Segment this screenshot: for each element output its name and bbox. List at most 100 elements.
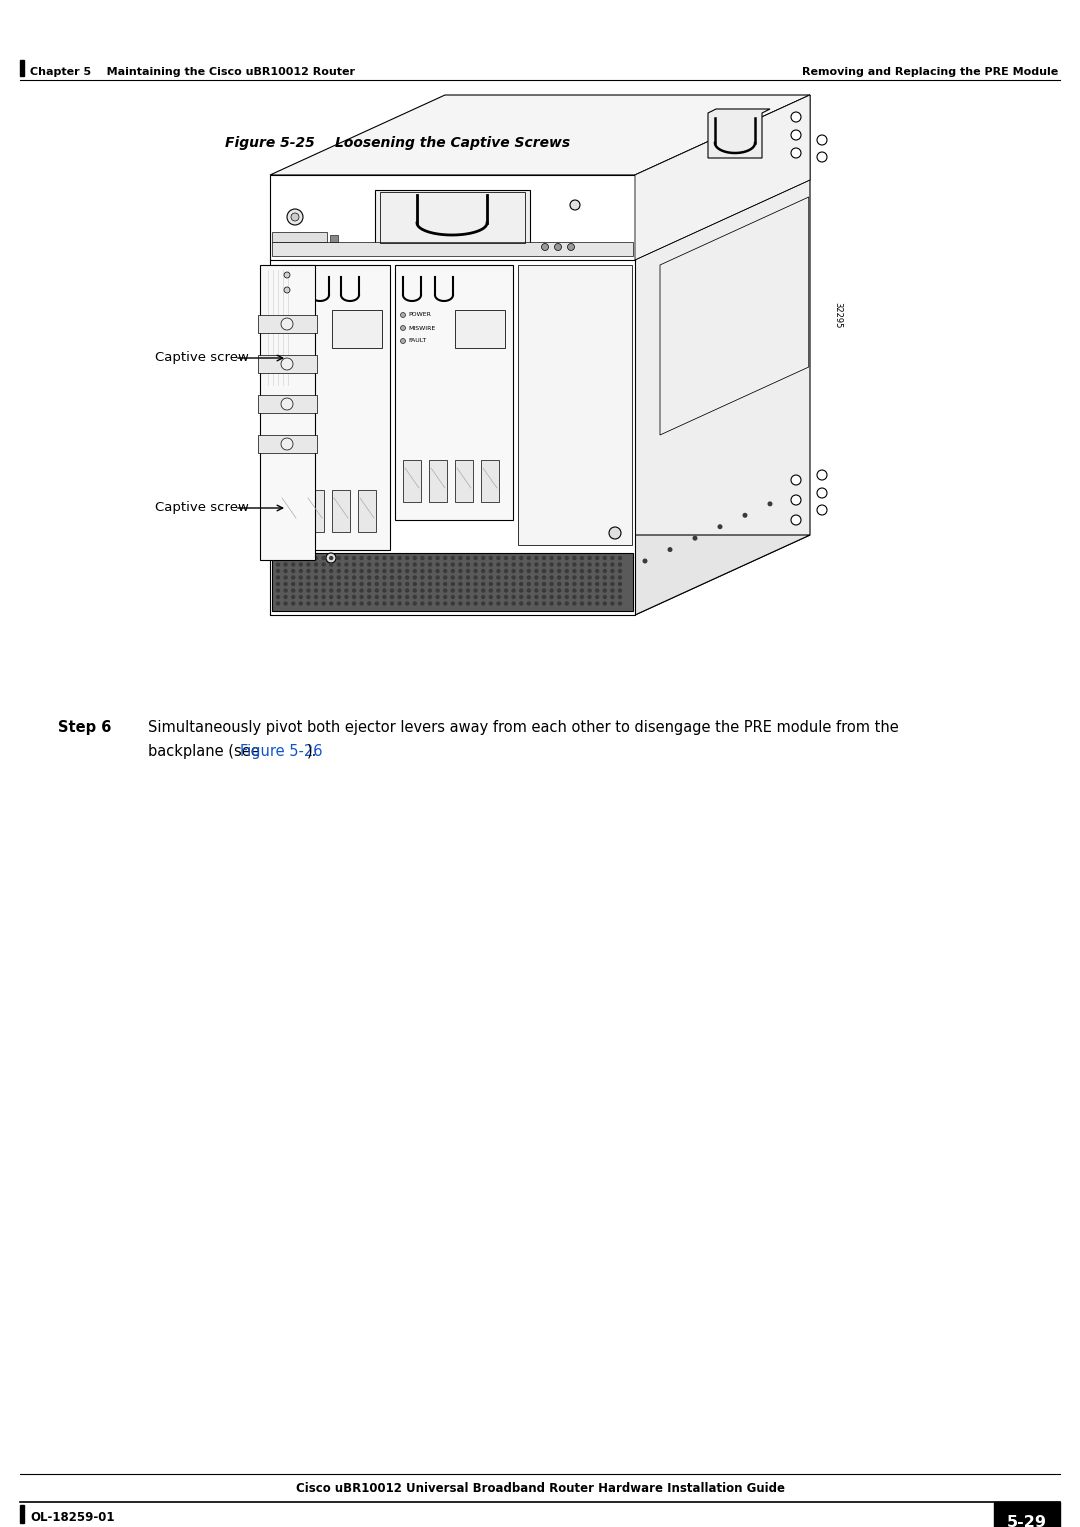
Circle shape bbox=[527, 576, 531, 580]
Circle shape bbox=[382, 576, 387, 580]
Circle shape bbox=[397, 602, 402, 606]
Circle shape bbox=[298, 576, 303, 580]
Circle shape bbox=[816, 470, 827, 479]
Bar bbox=[455, 460, 473, 502]
Circle shape bbox=[496, 588, 501, 592]
Circle shape bbox=[283, 582, 287, 586]
Circle shape bbox=[580, 596, 584, 599]
Circle shape bbox=[588, 568, 592, 573]
Circle shape bbox=[565, 596, 569, 599]
Circle shape bbox=[287, 209, 303, 224]
Circle shape bbox=[337, 588, 341, 592]
Circle shape bbox=[465, 582, 470, 586]
Circle shape bbox=[481, 588, 485, 592]
Circle shape bbox=[610, 602, 615, 606]
Circle shape bbox=[473, 596, 477, 599]
Circle shape bbox=[375, 602, 379, 606]
Circle shape bbox=[503, 582, 509, 586]
Circle shape bbox=[275, 576, 280, 580]
Circle shape bbox=[397, 576, 402, 580]
Circle shape bbox=[535, 576, 539, 580]
Circle shape bbox=[595, 596, 599, 599]
Text: MISWIRE: MISWIRE bbox=[285, 325, 312, 330]
Bar bbox=[375, 189, 530, 244]
Circle shape bbox=[595, 602, 599, 606]
Circle shape bbox=[401, 339, 405, 344]
Circle shape bbox=[603, 576, 607, 580]
Circle shape bbox=[557, 582, 562, 586]
Circle shape bbox=[535, 562, 539, 567]
Circle shape bbox=[512, 556, 516, 560]
Circle shape bbox=[367, 582, 372, 586]
Text: Captive screw: Captive screw bbox=[156, 351, 248, 365]
Circle shape bbox=[283, 596, 287, 599]
Circle shape bbox=[610, 576, 615, 580]
Circle shape bbox=[572, 568, 577, 573]
Circle shape bbox=[360, 562, 364, 567]
Circle shape bbox=[519, 596, 524, 599]
Circle shape bbox=[307, 602, 311, 606]
Bar bbox=[429, 460, 447, 502]
Circle shape bbox=[413, 602, 417, 606]
Circle shape bbox=[283, 576, 287, 580]
Circle shape bbox=[572, 596, 577, 599]
Circle shape bbox=[397, 596, 402, 599]
Circle shape bbox=[360, 576, 364, 580]
Circle shape bbox=[322, 602, 326, 606]
Circle shape bbox=[610, 568, 615, 573]
Circle shape bbox=[458, 582, 462, 586]
Circle shape bbox=[527, 568, 531, 573]
Circle shape bbox=[610, 596, 615, 599]
Circle shape bbox=[717, 524, 723, 530]
Polygon shape bbox=[635, 95, 810, 615]
Circle shape bbox=[588, 588, 592, 592]
Circle shape bbox=[275, 556, 280, 560]
Bar bbox=[994, 1503, 1059, 1527]
Circle shape bbox=[291, 562, 296, 567]
Text: Removing and Replacing the PRE Module: Removing and Replacing the PRE Module bbox=[801, 67, 1058, 76]
Circle shape bbox=[322, 582, 326, 586]
Circle shape bbox=[360, 596, 364, 599]
Circle shape bbox=[413, 568, 417, 573]
Circle shape bbox=[405, 556, 409, 560]
Circle shape bbox=[458, 602, 462, 606]
Circle shape bbox=[557, 556, 562, 560]
Circle shape bbox=[352, 576, 356, 580]
Text: MISWIRE: MISWIRE bbox=[408, 325, 435, 330]
Circle shape bbox=[420, 588, 424, 592]
Circle shape bbox=[550, 596, 554, 599]
Circle shape bbox=[329, 596, 334, 599]
Polygon shape bbox=[270, 534, 810, 615]
Circle shape bbox=[329, 602, 334, 606]
Circle shape bbox=[314, 582, 319, 586]
Circle shape bbox=[565, 556, 569, 560]
Circle shape bbox=[443, 602, 447, 606]
Circle shape bbox=[428, 568, 432, 573]
Circle shape bbox=[405, 596, 409, 599]
Circle shape bbox=[488, 582, 492, 586]
Bar bbox=[332, 310, 382, 348]
Bar bbox=[481, 460, 499, 502]
Circle shape bbox=[382, 562, 387, 567]
Circle shape bbox=[329, 562, 334, 567]
Circle shape bbox=[283, 556, 287, 560]
Circle shape bbox=[567, 243, 575, 250]
Circle shape bbox=[390, 588, 394, 592]
Circle shape bbox=[588, 582, 592, 586]
Bar bbox=[270, 176, 635, 615]
Circle shape bbox=[473, 602, 477, 606]
Circle shape bbox=[595, 576, 599, 580]
Circle shape bbox=[465, 588, 470, 592]
Circle shape bbox=[481, 602, 485, 606]
Circle shape bbox=[791, 495, 801, 505]
Circle shape bbox=[435, 556, 440, 560]
Text: FAULT: FAULT bbox=[285, 339, 303, 344]
Circle shape bbox=[345, 582, 349, 586]
Text: backplane (see: backplane (see bbox=[148, 744, 265, 759]
Circle shape bbox=[512, 582, 516, 586]
Circle shape bbox=[550, 602, 554, 606]
Polygon shape bbox=[708, 108, 770, 157]
Circle shape bbox=[450, 588, 455, 592]
Circle shape bbox=[390, 576, 394, 580]
Circle shape bbox=[435, 576, 440, 580]
